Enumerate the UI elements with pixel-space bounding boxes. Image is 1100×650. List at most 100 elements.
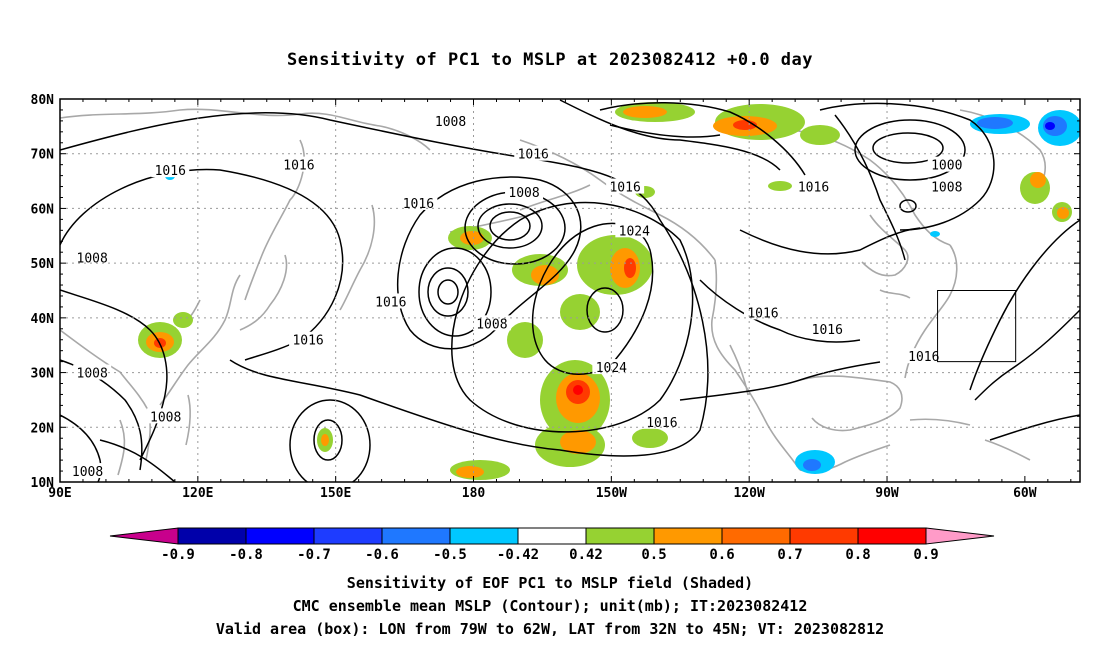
colorbar-segment <box>585 527 655 545</box>
map-title: Sensitivity of PC1 to MSLP at 2023082412… <box>286 50 813 70</box>
colorbar-segment <box>721 527 791 545</box>
colorbar-segment <box>517 527 587 545</box>
contour-label-bg <box>279 156 318 172</box>
contour-label-bg <box>606 178 645 194</box>
contour-label: 1016 <box>908 350 939 365</box>
contour-label: 1008 <box>77 367 108 382</box>
lat-label: 40N <box>31 312 55 327</box>
contour-label-bg <box>289 331 328 347</box>
colorbar-segment <box>449 527 519 545</box>
axis-ticks <box>59 98 1080 483</box>
contour-label: 1016 <box>609 181 640 196</box>
colorbar-label: -0.42 <box>497 547 539 563</box>
colorbar-segment <box>857 527 927 545</box>
mslp-contours <box>60 99 1080 482</box>
contour-label-bg <box>642 413 681 429</box>
contour-labels: 1016 1016 1016 1008 1016 1016 1008 1008 1008 1008… <box>68 112 966 480</box>
lat-label: 70N <box>31 148 55 163</box>
contour-label-bg <box>592 359 631 375</box>
colorbar-under-triangle <box>109 527 179 545</box>
contour-label-bg <box>146 408 185 424</box>
colorbar-label: -0.5 <box>433 547 467 563</box>
contour-label: 1016 <box>283 159 314 174</box>
colorbar-label: 0.8 <box>845 547 870 563</box>
lat-label: 80N <box>31 93 55 108</box>
contour-label-bg <box>808 320 847 336</box>
contour-label-bg <box>472 315 511 331</box>
colorbar-segment <box>789 527 859 545</box>
caption-line-1: Sensitivity of EOF PC1 to MSLP field (Sh… <box>346 574 754 592</box>
contour-label: 1016 <box>155 164 186 179</box>
contour-label: 1024 <box>619 224 650 239</box>
colorbar-segment <box>653 527 723 545</box>
lon-label: 180 <box>462 486 486 501</box>
caption-line-3: Valid area (box): LON from 79W to 62W, L… <box>215 620 885 638</box>
colorbar-label: 0.7 <box>777 547 802 563</box>
contour-label-bg <box>68 463 107 479</box>
lon-label: 120W <box>734 486 765 501</box>
contour-label: 1008 <box>435 115 466 130</box>
contour-label: 1008 <box>77 252 108 267</box>
lat-label: 30N <box>31 367 55 382</box>
contour-label: 1008 <box>72 465 103 480</box>
latlon-grid <box>60 99 1080 482</box>
lon-label: 150W <box>596 486 627 501</box>
lat-label: 10N <box>31 476 55 491</box>
contour-label-bg <box>514 145 553 161</box>
contour-label: 1016 <box>518 148 549 163</box>
contour-label-bg <box>431 112 470 128</box>
longitude-labels: 90E 120E 150E 180 150W 120W 90W 60W <box>48 486 1037 501</box>
contour-label: 1000 <box>931 159 962 174</box>
colorbar-segment <box>177 527 247 545</box>
valid-area-box <box>937 290 1017 363</box>
contour-label-bg <box>615 222 654 238</box>
sensitivity-shading <box>138 102 1080 480</box>
contour-label-bg <box>505 184 544 200</box>
contour-label-bg <box>73 249 112 265</box>
colorbar-label: 0.5 <box>641 547 666 563</box>
lon-label: 120E <box>182 486 213 501</box>
lat-label: 50N <box>31 257 55 272</box>
lon-label: 90E <box>48 486 71 501</box>
contour-label: 1016 <box>375 295 406 310</box>
contour-label: 1008 <box>150 410 181 425</box>
contour-label: 1008 <box>476 317 507 332</box>
lon-label: 90W <box>875 486 899 501</box>
contour-label-bg <box>927 156 966 172</box>
latitude-labels: 80N 70N 60N 50N 40N 30N 20N 10N <box>31 93 55 491</box>
contour-label-bg <box>927 178 966 194</box>
colorbar-label: -0.6 <box>365 547 399 563</box>
colorbar-label: 0.42 <box>569 547 603 563</box>
colorbar: -0.9 -0.8 -0.7 -0.6 -0.5 -0.42 0.42 0.5 0.6 0.7 0.… <box>109 527 995 563</box>
caption-line-2: CMC ensemble mean MSLP (Contour); unit(m… <box>292 597 808 615</box>
contour-label-bg <box>904 348 943 364</box>
lat-label: 20N <box>31 421 55 436</box>
contour-label: 1008 <box>508 186 539 201</box>
contour-label: 1016 <box>403 197 434 212</box>
contour-label-bg <box>151 162 190 178</box>
contour-label: 1008 <box>931 181 962 196</box>
colorbar-over-triangle <box>925 527 995 545</box>
colorbar-segment <box>313 527 383 545</box>
lat-label: 60N <box>31 202 55 217</box>
lon-label: 150E <box>320 486 351 501</box>
colorbar-label: 0.9 <box>913 547 938 563</box>
contour-label: 1016 <box>812 323 843 338</box>
contour-label: 1016 <box>798 181 829 196</box>
colorbar-label: -0.8 <box>229 547 263 563</box>
contour-label: 1016 <box>292 334 323 349</box>
colorbar-segment <box>245 527 315 545</box>
contour-label-bg <box>743 304 782 320</box>
contour-label: 1016 <box>646 416 677 431</box>
contour-label-bg <box>794 178 833 194</box>
contour-label-bg <box>399 194 438 210</box>
colorbar-label: -0.9 <box>161 547 195 563</box>
colorbar-label: 0.6 <box>709 547 734 563</box>
contour-label: 1016 <box>747 306 778 321</box>
lon-label: 60W <box>1013 486 1037 501</box>
colorbar-segment <box>381 527 451 545</box>
contour-label-bg <box>371 293 410 309</box>
map-frame <box>59 98 1081 483</box>
contour-label-bg <box>73 364 112 380</box>
